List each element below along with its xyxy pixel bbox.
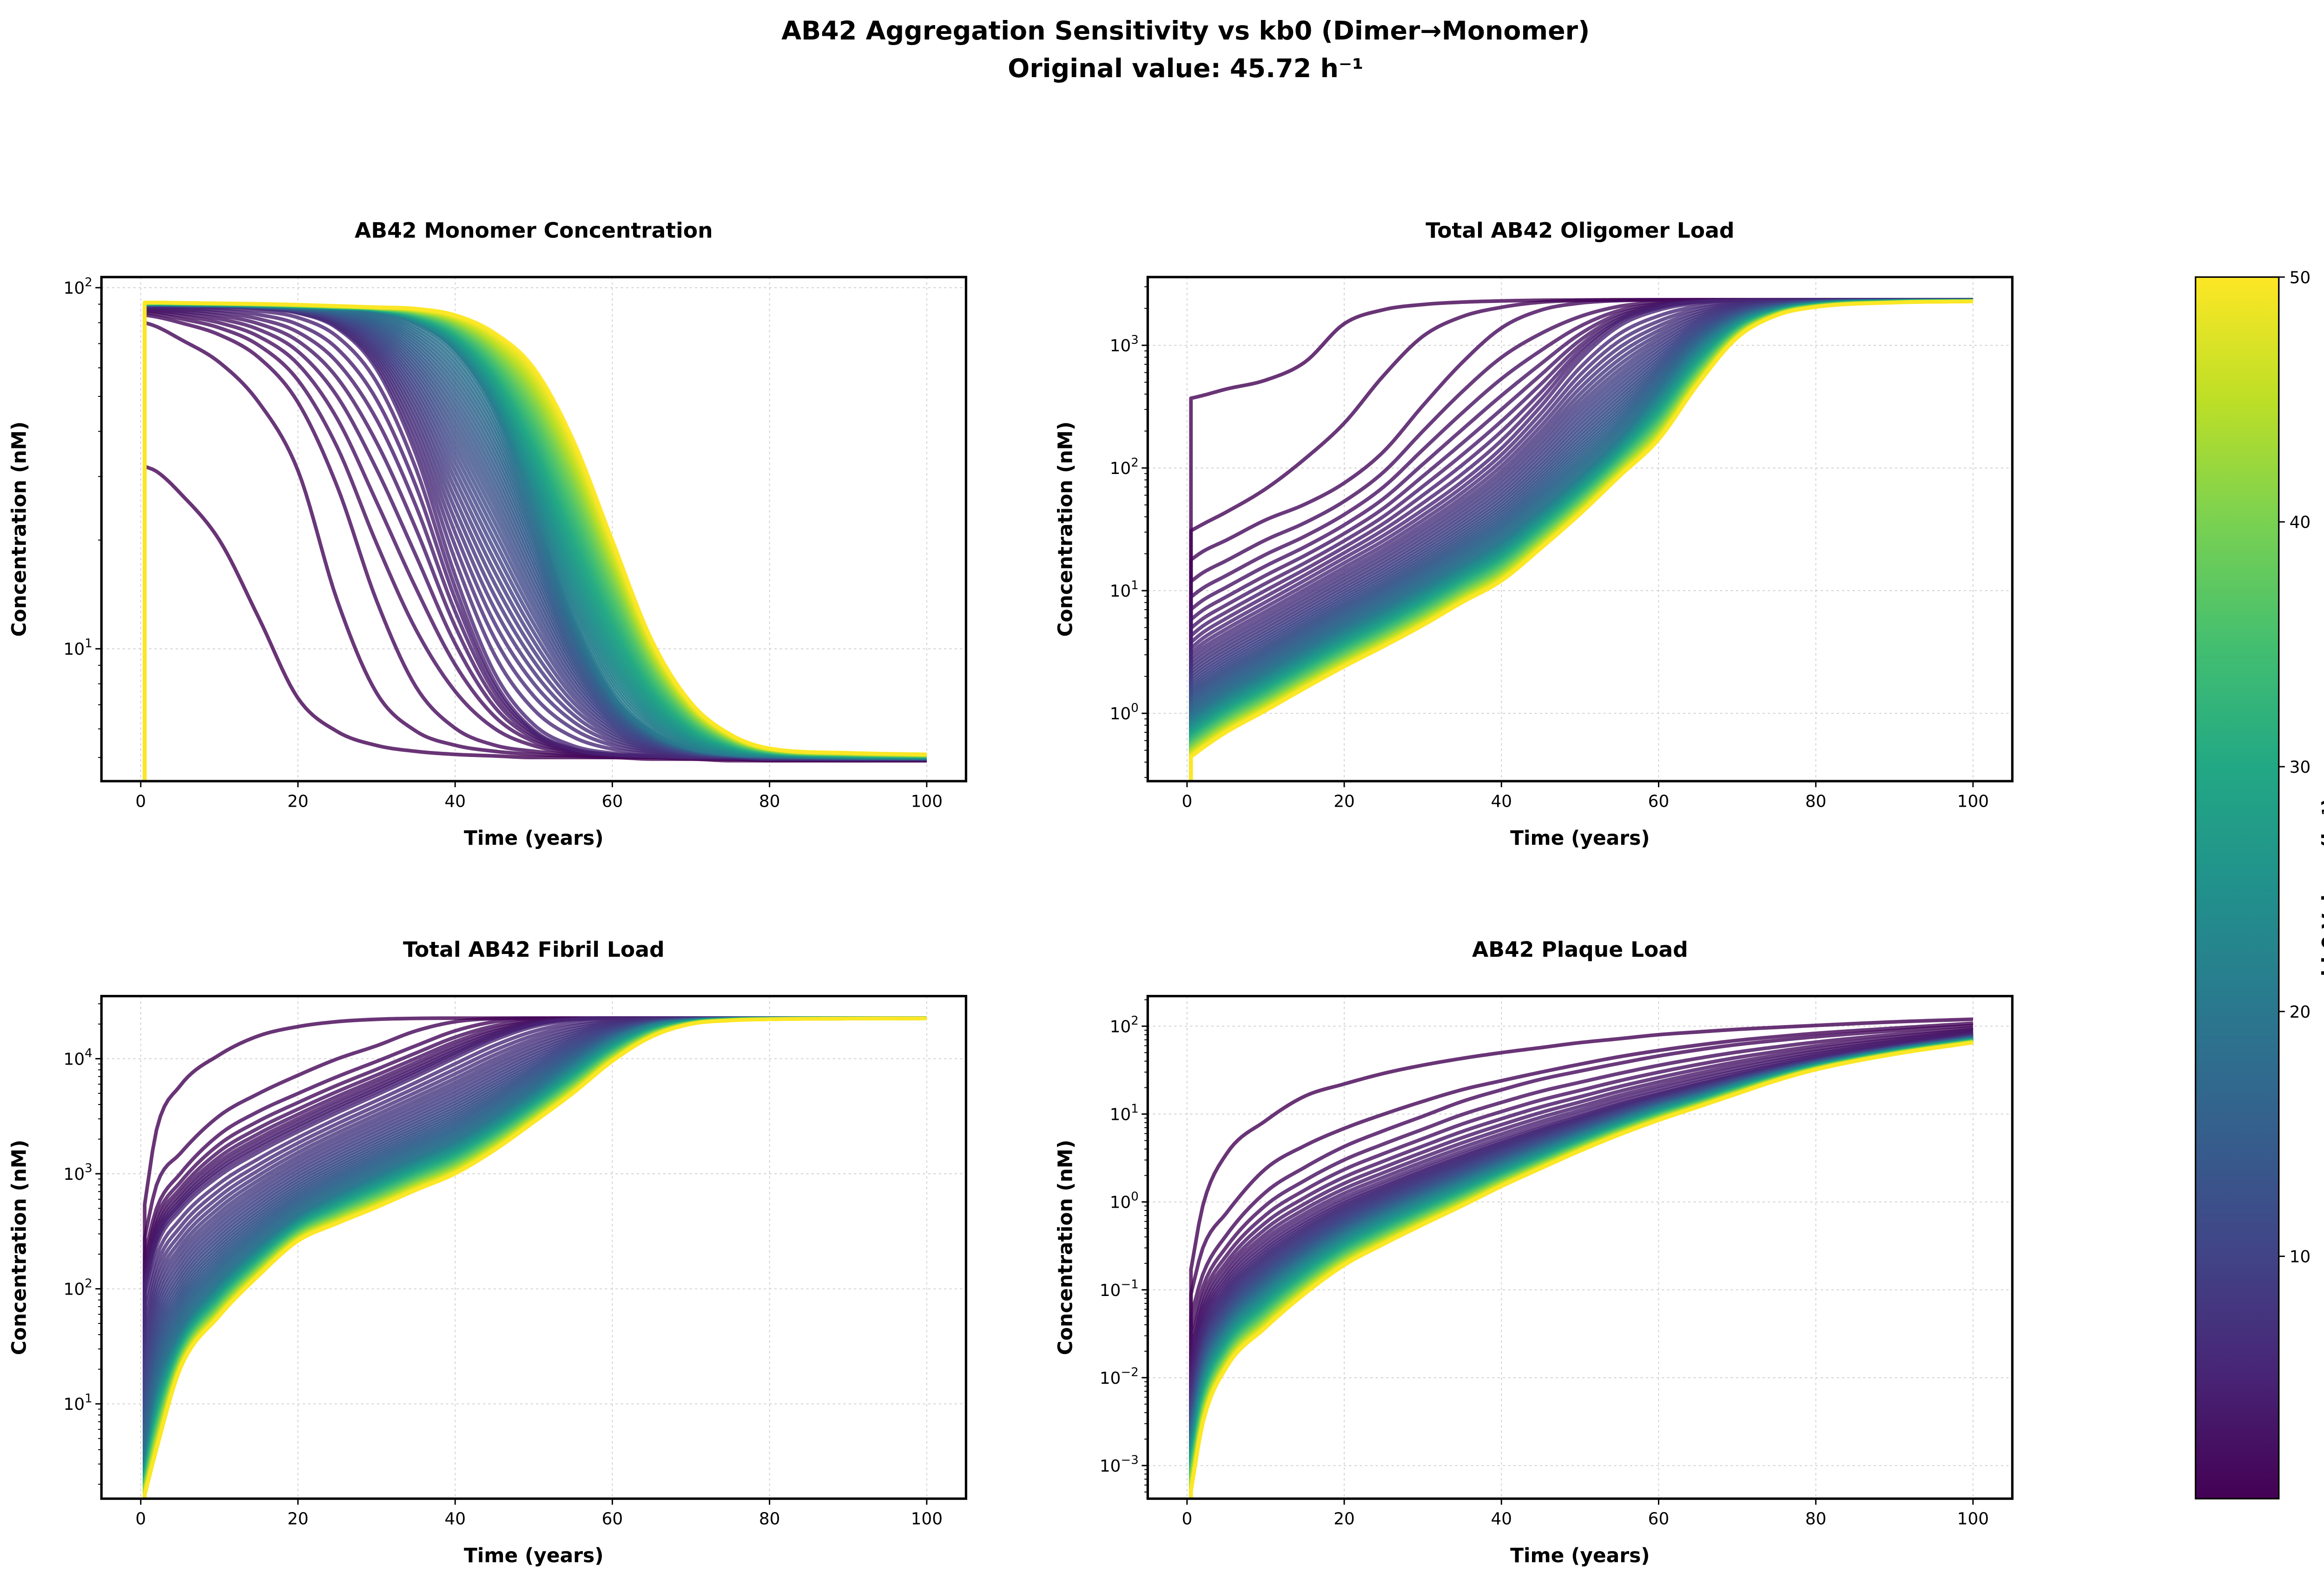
- series-lines: [1189, 298, 1973, 782]
- colorbar-tick-label: 10: [2290, 1248, 2311, 1267]
- x-tick-label: 0: [1182, 792, 1192, 811]
- y-axis-label: Concentration (nM): [1054, 421, 1076, 637]
- y-tick-label: 101: [64, 637, 92, 659]
- x-tick-label: 40: [444, 792, 466, 811]
- series-line: [1189, 1030, 1974, 1499]
- subplot-title: Total AB42 Fibril Load: [403, 937, 665, 962]
- monomer-panel: 0 20 40 60 80 100 101 102 AB42 Monomer Concentra…: [7, 218, 967, 849]
- x-tick-label: 100: [911, 792, 943, 811]
- y-tick-label: 101: [1110, 579, 1139, 601]
- x-tick-label: 20: [287, 1510, 309, 1529]
- series-line: [1189, 1026, 1974, 1499]
- series-line: [1189, 1021, 1974, 1499]
- x-axis-label: Time (years): [1510, 1544, 1650, 1567]
- series-lines: [143, 301, 927, 782]
- colorbar-tick-label: 20: [2290, 1003, 2311, 1022]
- x-tick-label: 40: [444, 1510, 466, 1529]
- series-line: [1189, 1027, 1974, 1499]
- x-tick-label: 40: [1491, 1510, 1512, 1529]
- x-tick-label: 20: [1334, 1510, 1355, 1529]
- x-tick-label: 80: [759, 792, 780, 811]
- x-tick-label: 60: [602, 792, 623, 811]
- y-tick-label: 102: [1110, 456, 1139, 478]
- oligomer-panel: 0 20 40 60 80 100 100 101 102 103 Total AB42 Oligo…: [1054, 218, 2014, 849]
- y-tick-label: 10−1: [1100, 1277, 1139, 1300]
- axes-frame: [1146, 276, 2014, 783]
- series-line: [1189, 1017, 1974, 1499]
- x-tick-label: 0: [1182, 1510, 1192, 1529]
- y-tick-label: 10−3: [1100, 1453, 1139, 1476]
- x-axis: 0 20 40 60 80 100: [135, 1499, 943, 1529]
- x-tick-label: 0: [135, 1510, 146, 1529]
- y-axis: 101 102 103 104: [64, 1003, 102, 1485]
- colorbar-label: kb0 Values (h⁻¹): [2318, 798, 2324, 977]
- series-line: [143, 301, 927, 782]
- axes-frame: [100, 276, 967, 783]
- subplot-title: AB42 Monomer Concentration: [355, 218, 713, 243]
- subplot-title: Total AB42 Oligomer Load: [1426, 218, 1734, 243]
- y-tick-label: 101: [1110, 1102, 1139, 1124]
- subplots: 0 20 40 60 80 100 101 102 AB42 Monomer Concentra…: [7, 218, 2014, 1567]
- x-tick-label: 100: [1957, 1510, 1989, 1529]
- y-tick-label: 101: [64, 1392, 92, 1414]
- x-axis: 0 20 40 60 80 100: [1182, 1499, 1989, 1529]
- colorbar: 10 20 30 40 50 kb0 Values (h⁻¹): [2194, 268, 2324, 1500]
- x-tick-label: 60: [1648, 1510, 1670, 1529]
- x-axis-label: Time (years): [1510, 827, 1650, 849]
- colorbar-tick-label: 50: [2290, 268, 2311, 287]
- y-tick-label: 103: [64, 1162, 92, 1184]
- axes-frame: [1146, 995, 2014, 1500]
- series-line: [1189, 299, 1973, 782]
- x-tick-label: 80: [1805, 792, 1827, 811]
- series-line: [1189, 1029, 1974, 1499]
- y-tick-label: 104: [64, 1046, 92, 1069]
- series-lines: [1189, 1017, 1974, 1499]
- y-tick-label: 100: [1110, 701, 1139, 723]
- y-axis: 10−3 10−2 10−1 100 101 102: [1100, 999, 1148, 1493]
- series-line: [1189, 1040, 1974, 1499]
- x-tick-label: 60: [1648, 792, 1670, 811]
- colorbar-tick-label: 30: [2290, 758, 2311, 777]
- x-tick-label: 80: [1805, 1510, 1827, 1529]
- x-tick-label: 40: [1491, 792, 1512, 811]
- y-axis-label: Concentration (nM): [7, 421, 30, 637]
- y-axis-label: Concentration (nM): [1054, 1140, 1076, 1355]
- x-tick-label: 20: [287, 792, 309, 811]
- series-line: [1189, 1023, 1974, 1499]
- series-lines: [143, 1016, 927, 1499]
- y-tick-label: 100: [1110, 1190, 1139, 1212]
- y-tick-label: 102: [64, 276, 92, 298]
- y-axis-label: Concentration (nM): [7, 1140, 30, 1355]
- x-axis-label: Time (years): [464, 1544, 604, 1567]
- y-axis: 100 101 102 103: [1110, 286, 1148, 778]
- figure-title: AB42 Aggregation Sensitivity vs kb0 (Dim…: [781, 16, 1590, 46]
- series-line: [143, 1016, 927, 1499]
- y-tick-label: 102: [64, 1276, 92, 1299]
- x-axis: 0 20 40 60 80 100: [1182, 781, 1989, 811]
- x-tick-label: 20: [1334, 792, 1355, 811]
- subplot-title: AB42 Plaque Load: [1472, 937, 1688, 962]
- plaque-panel: 0 20 40 60 80 100 10−3 10−2 10−1 100 101 102 AB42 Pl…: [1054, 937, 2014, 1567]
- y-tick-label: 10−2: [1100, 1366, 1139, 1388]
- y-tick-label: 102: [1110, 1014, 1139, 1036]
- y-tick-label: 103: [1110, 333, 1139, 355]
- grid: [1148, 996, 2013, 1499]
- x-tick-label: 100: [911, 1510, 943, 1529]
- colorbar-tick-label: 40: [2290, 513, 2311, 532]
- colorbar-ticks: 10 20 30 40 50: [2278, 268, 2311, 1267]
- x-axis: 0 20 40 60 80 100: [135, 781, 943, 811]
- y-axis: 101 102: [64, 276, 102, 758]
- x-tick-label: 0: [135, 792, 146, 811]
- x-tick-label: 80: [759, 1510, 780, 1529]
- x-tick-label: 100: [1957, 792, 1989, 811]
- fibril-panel: 0 20 40 60 80 100 101 102 103 104 Total AB42 Fibri…: [7, 937, 967, 1567]
- figure-subtitle: Original value: 45.72 h⁻¹: [1008, 54, 1363, 84]
- colorbar-gradient: [2194, 276, 2280, 1500]
- x-axis-label: Time (years): [464, 827, 604, 849]
- x-tick-label: 60: [602, 1510, 623, 1529]
- axes-frame: [100, 995, 967, 1500]
